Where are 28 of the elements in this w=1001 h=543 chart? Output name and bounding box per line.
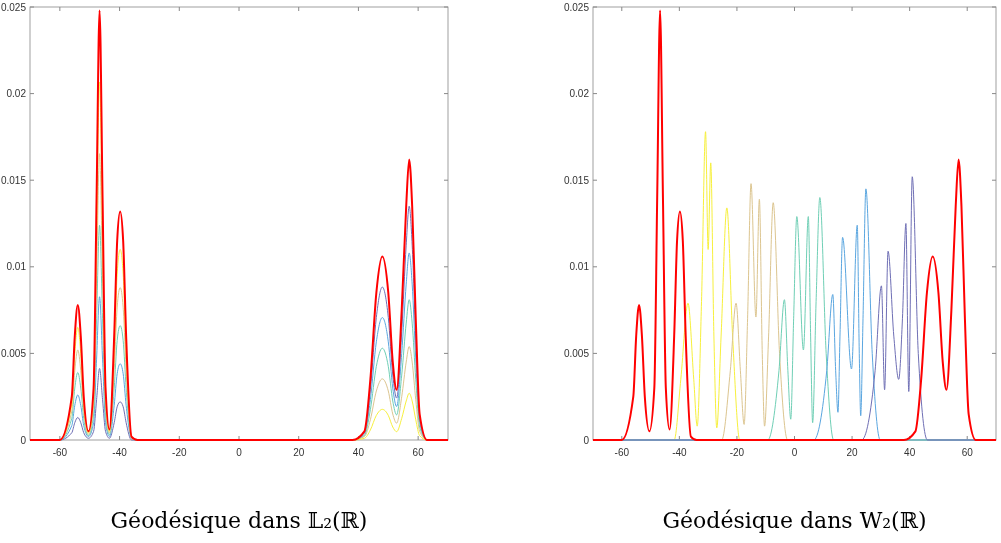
y-tick-label: 0.005 <box>0 347 27 359</box>
x-tick-label: -40 <box>672 447 688 458</box>
x-tick-label: 40 <box>352 447 365 458</box>
y-tick-label: 0.015 <box>563 174 590 186</box>
x-tick-label: -20 <box>729 447 745 458</box>
x-tick-label: -20 <box>172 447 187 458</box>
y-tick-label: 0.02 <box>6 88 27 100</box>
text: Géodésique dans W₂(ℝ) <box>662 508 927 533</box>
x-tick-label: 20 <box>846 447 859 458</box>
x-tick-label: 60 <box>961 447 974 458</box>
y-tick-label: 0.02 <box>569 88 590 100</box>
x-tick-label: 20 <box>293 447 305 458</box>
x-tick-label: -60 <box>614 447 630 458</box>
y-tick-label: 0.005 <box>563 347 590 359</box>
x-tick-label: -60 <box>52 447 68 458</box>
text: Géodésique dans 𝕃₂(ℝ) <box>110 508 368 533</box>
x-tick-label: 60 <box>412 447 425 458</box>
y-tick-label: 0.015 <box>0 174 27 186</box>
y-tick-label: 0.025 <box>0 1 27 13</box>
y-tick-label: 0 <box>583 434 590 446</box>
x-tick-label: 40 <box>904 447 916 458</box>
y-tick-label: 0.01 <box>569 261 590 273</box>
x-tick-label: -40 <box>112 447 128 458</box>
x-tick-label: 0 <box>236 447 243 458</box>
y-tick-label: 0.01 <box>6 261 27 273</box>
y-tick-label: 0.025 <box>563 1 590 13</box>
y-tick-label: 0 <box>20 434 27 446</box>
x-tick-label: 0 <box>791 447 798 458</box>
